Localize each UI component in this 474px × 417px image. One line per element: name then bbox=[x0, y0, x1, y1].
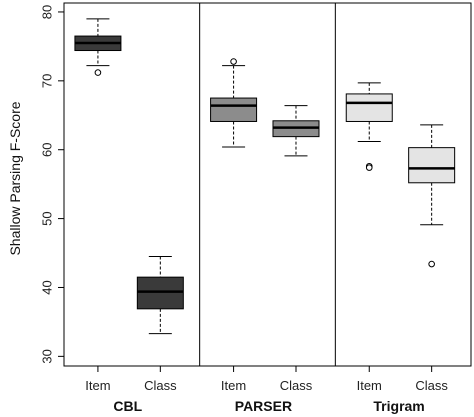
y-tick-label-50: 50 bbox=[40, 211, 55, 225]
group-label-trigram: Trigram bbox=[373, 398, 424, 414]
plot-frame bbox=[63, 2, 472, 367]
box-cbl-class bbox=[136, 255, 184, 335]
x-tick-label-cbl-item: Item bbox=[85, 378, 110, 393]
box-parser-item bbox=[210, 58, 258, 148]
y-tick-label-70: 70 bbox=[40, 74, 55, 88]
y-axis-title: Shallow Parsing F-Score bbox=[7, 101, 23, 255]
y-tick-label-30: 30 bbox=[40, 349, 55, 363]
iqr-box-cbl-class bbox=[136, 276, 184, 310]
box-trigram-class bbox=[408, 124, 456, 268]
iqr-box-trigram-class bbox=[408, 147, 456, 184]
outlier-point-trigram-class-0 bbox=[428, 260, 435, 268]
iqr-box-trigram-item bbox=[345, 93, 393, 122]
y-tick-label-40: 40 bbox=[40, 280, 55, 294]
y-tick-label-80: 80 bbox=[40, 5, 55, 19]
box-parser-class bbox=[272, 105, 320, 157]
iqr-box-parser-item bbox=[210, 97, 258, 122]
y-axis: 30 40 50 60 70 80 bbox=[40, 5, 64, 364]
group-label-parser: PARSER bbox=[235, 398, 292, 414]
x-tick-label-trigram-item: Item bbox=[357, 378, 382, 393]
group-label-cbl: CBL bbox=[113, 398, 142, 414]
y-tick-label-60: 60 bbox=[40, 142, 55, 156]
box-trigram-item bbox=[345, 82, 393, 171]
x-tick-label-parser-class: Class bbox=[280, 378, 313, 393]
x-tick-label-trigram-class: Class bbox=[415, 378, 448, 393]
outlier-point-trigram-item-1 bbox=[365, 164, 373, 171]
plot-area bbox=[63, 2, 472, 367]
outlier-point-cbl-item-0 bbox=[94, 69, 102, 76]
x-tick-label-parser-item: Item bbox=[221, 378, 246, 393]
x-tick-label-cbl-class: Class bbox=[144, 378, 177, 393]
box-cbl-item bbox=[74, 18, 122, 76]
outlier-point-parser-item-0 bbox=[230, 58, 237, 65]
